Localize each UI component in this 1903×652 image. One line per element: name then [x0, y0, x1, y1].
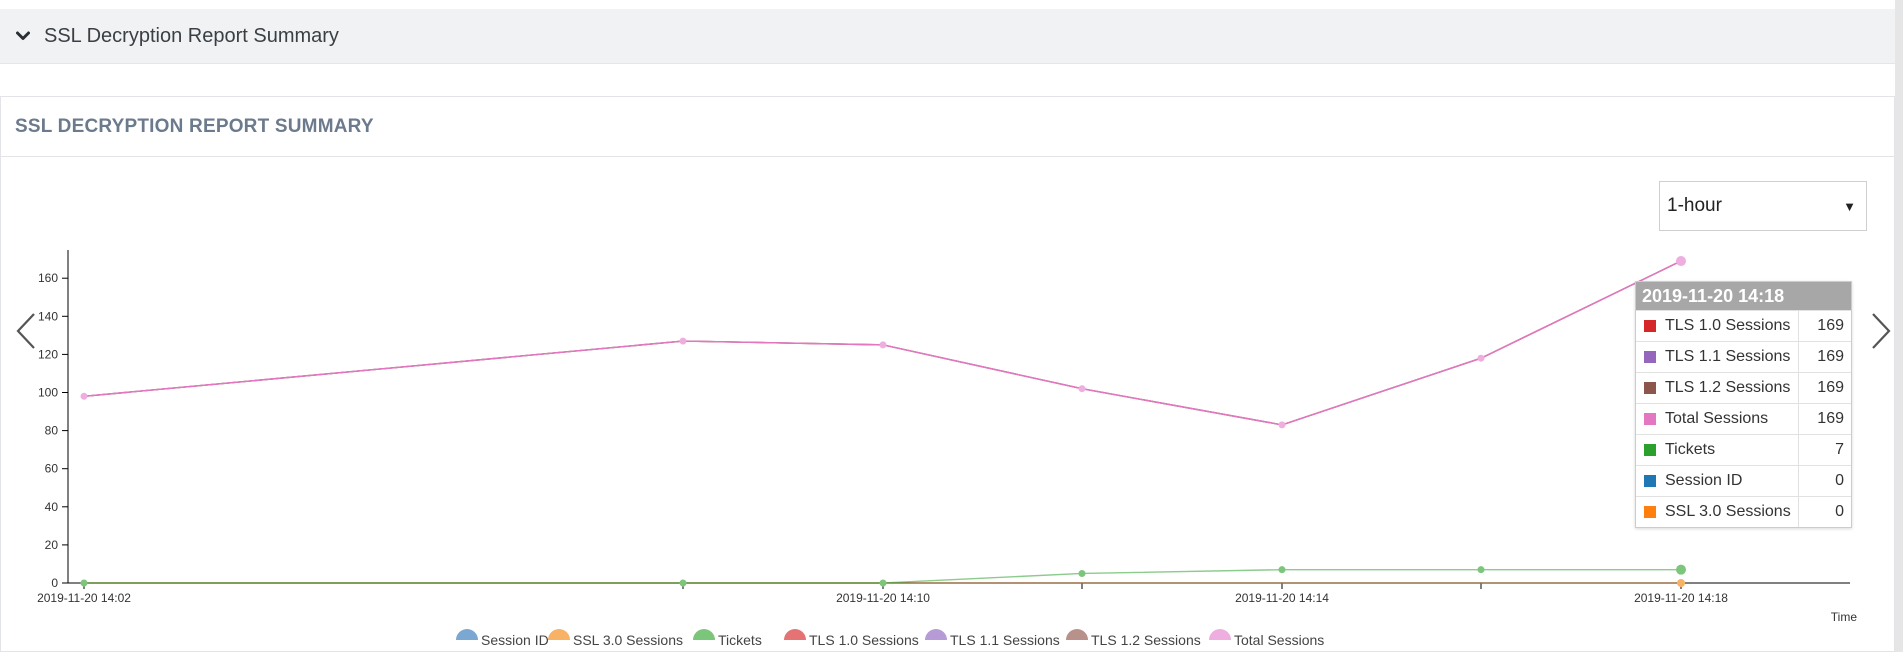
tooltip-row-value: 0: [1835, 503, 1844, 520]
caret-down-icon: ▼: [1843, 198, 1856, 214]
data-point: [80, 392, 88, 400]
data-point: [1278, 566, 1286, 574]
legend-swatch: [1644, 351, 1656, 363]
legend-swatch: [1644, 475, 1656, 487]
time-range-value: 1-hour: [1667, 195, 1722, 216]
chart-tooltip: 2019-11-20 14:18 TLS 1.0 Sessions 169 TLS …: [1635, 281, 1852, 528]
data-point: [1278, 421, 1286, 429]
y-tick-label: 60: [45, 462, 59, 476]
data-point: [879, 341, 887, 349]
legend-label: TLS 1.2 Sessions: [1091, 632, 1201, 648]
data-point: [1677, 579, 1685, 587]
legend-label: TLS 1.1 Sessions: [950, 632, 1060, 648]
tooltip-row-value: 169: [1817, 317, 1844, 334]
legend-marker: [925, 629, 947, 640]
x-tick-label: 2019-11-20 14:10: [836, 591, 930, 605]
tooltip-row-label: Session ID: [1636, 466, 1799, 496]
data-point: [1477, 354, 1485, 362]
data-point: [1676, 564, 1686, 575]
legend-swatch: [1644, 444, 1656, 456]
tooltip-row-value: 169: [1817, 410, 1844, 427]
legend-label: Tickets: [718, 632, 762, 648]
tooltip-row: TLS 1.1 Sessions 169: [1636, 341, 1851, 372]
legend-marker: [693, 629, 715, 640]
legend-label: SSL 3.0 Sessions: [573, 632, 683, 648]
legend-label: TLS 1.0 Sessions: [809, 632, 919, 648]
accordion-toggle[interactable]: SSL Decryption Report Summary: [0, 9, 1895, 64]
tooltip-row-value: 169: [1817, 348, 1844, 365]
tooltip-row-label: Tickets: [1636, 435, 1799, 465]
data-point: [679, 579, 687, 587]
x-tick-label: 2019-11-20 14:14: [1235, 591, 1329, 605]
y-tick-label: 160: [38, 271, 58, 285]
tooltip-row-value: 7: [1835, 441, 1844, 458]
y-tick-label: 40: [45, 500, 59, 514]
tooltip-row: TLS 1.2 Sessions 169: [1636, 372, 1851, 403]
y-tick-label: 140: [38, 309, 58, 323]
legend-marker: [456, 629, 478, 640]
y-tick-label: 80: [45, 424, 59, 438]
time-range-select[interactable]: 1-hour ▼: [1659, 181, 1867, 231]
y-tick-label: 0: [51, 576, 58, 590]
tooltip-row-label: TLS 1.1 Sessions: [1636, 342, 1799, 372]
panel-header: SSL DECRYPTION REPORT SUMMARY: [1, 97, 1894, 157]
chevron-left-icon[interactable]: [14, 311, 38, 351]
tooltip-title: 2019-11-20 14:18: [1636, 282, 1851, 310]
legend-swatch: [1644, 506, 1656, 518]
tooltip-row: SSL 3.0 Sessions 0: [1636, 496, 1851, 527]
legend-swatch: [1644, 382, 1656, 394]
y-tick-label: 100: [38, 386, 58, 400]
data-point: [1477, 566, 1485, 574]
x-axis-label: Time: [1831, 610, 1858, 624]
x-tick-label: 2019-11-20 14:18: [1634, 591, 1728, 605]
tooltip-row: Tickets 7: [1636, 434, 1851, 465]
legend-label: Session ID: [481, 632, 549, 648]
tooltip-row-label: TLS 1.0 Sessions: [1636, 311, 1799, 341]
legend-marker: [548, 629, 570, 640]
data-point: [679, 337, 687, 345]
data-point: [1078, 385, 1086, 393]
legend-swatch: [1644, 320, 1656, 332]
panel-title: SSL DECRYPTION REPORT SUMMARY: [15, 115, 374, 137]
legend-marker: [784, 629, 806, 640]
tooltip-row-value: 169: [1817, 379, 1844, 396]
tooltip-row-value: 0: [1835, 472, 1844, 489]
data-point: [80, 579, 88, 587]
y-tick-label: 20: [45, 538, 59, 552]
tooltip-row-label: SSL 3.0 Sessions: [1636, 497, 1799, 527]
legend-label: Total Sessions: [1234, 632, 1324, 648]
accordion-title: SSL Decryption Report Summary: [44, 24, 339, 47]
chevron-down-icon: [16, 31, 30, 40]
legend-marker: [1209, 629, 1231, 640]
report-panel: SSL DECRYPTION REPORT SUMMARY: [0, 96, 1895, 652]
tooltip-row: Session ID 0: [1636, 465, 1851, 496]
data-point: [1078, 569, 1086, 577]
tooltip-row: TLS 1.0 Sessions 169: [1636, 310, 1851, 341]
tooltip-row-label: TLS 1.2 Sessions: [1636, 373, 1799, 403]
data-point: [1676, 256, 1686, 267]
x-tick-label: 2019-11-20 14:02: [37, 591, 131, 605]
top-strip: [0, 0, 1903, 9]
y-tick-label: 120: [38, 347, 58, 361]
data-point: [879, 579, 887, 587]
tooltip-row-label: Total Sessions: [1636, 404, 1799, 434]
tooltip-row: Total Sessions 169: [1636, 403, 1851, 434]
page-scrollbar[interactable]: [1895, 0, 1903, 652]
legend-marker: [1066, 629, 1088, 640]
chevron-right-icon[interactable]: [1869, 311, 1893, 351]
legend-swatch: [1644, 413, 1656, 425]
